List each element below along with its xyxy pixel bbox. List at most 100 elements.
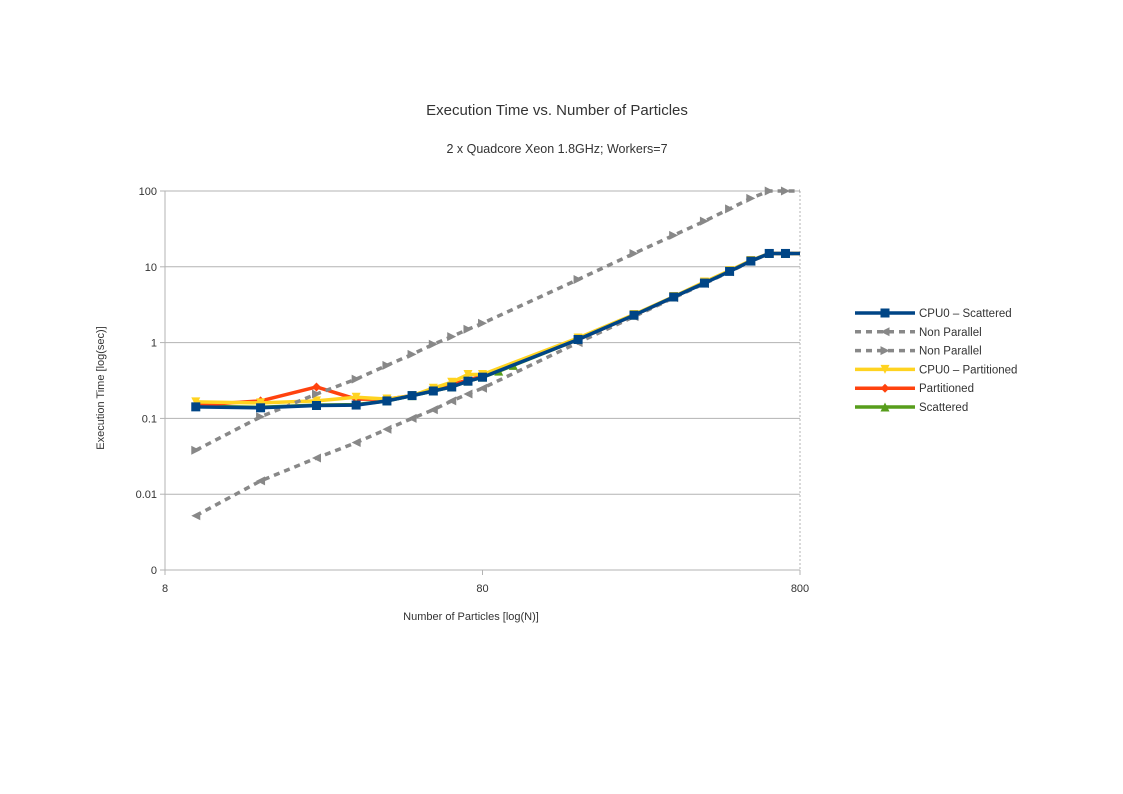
series-layer: [191, 186, 800, 521]
y-tick-label-2: 0.1: [142, 413, 157, 425]
series-4-point-6: [428, 405, 438, 415]
series-2-point-3: [351, 392, 361, 402]
series-4-point-9: [478, 383, 487, 393]
series-5-point-4: [382, 396, 392, 406]
series-5-point-2: [311, 400, 321, 410]
series-5: [191, 248, 800, 413]
y-tick-label-1: 0.01: [136, 489, 157, 501]
series-2-point-2: [311, 396, 321, 406]
series-3-point-1: [256, 412, 266, 422]
series-2-point-7: [447, 377, 457, 387]
series-line-0: [195, 251, 800, 410]
series-3-point-13: [699, 216, 709, 226]
series-3-point-7: [447, 332, 457, 342]
series-5-point-5: [407, 391, 417, 401]
series-5-point-8: [463, 376, 473, 386]
series-5-point-10: [573, 334, 583, 344]
series-line-5: [195, 251, 800, 410]
x-tick-label-2: 800: [791, 583, 809, 595]
series-3-point-15: [746, 193, 756, 203]
legend-swatch-marker-0: [880, 308, 890, 318]
legend-label-5: Scattered: [919, 402, 968, 414]
y-tick-label-4: 10: [145, 262, 157, 274]
series-4-point-7: [447, 396, 457, 406]
legend-item-5: Scattered: [855, 402, 968, 414]
series-4-point-1: [256, 476, 266, 486]
legend-item-1: Non Parallel: [855, 327, 982, 339]
series-3-point-8: [463, 324, 473, 334]
x-tick-label-1: 80: [476, 583, 488, 595]
legend-item-2: Non Parallel: [855, 346, 982, 358]
legend-label-0: CPU0 – Scattered: [919, 308, 1012, 320]
legend-swatch-marker-4: [880, 383, 890, 393]
legend-label-4: Partitioned: [919, 383, 974, 395]
series-3-point-9: [478, 318, 487, 328]
series-3-point-0: [191, 445, 201, 455]
series-4-point-0: [191, 511, 201, 521]
legend-swatch-marker-5: [880, 402, 890, 412]
series-5-point-9: [478, 372, 487, 382]
chart-title: Execution Time vs. Number of Particles: [426, 102, 688, 119]
series-5-point-11: [629, 310, 639, 320]
series-2: [191, 248, 800, 408]
series-3-point-6: [428, 339, 438, 349]
series-4-point-8: [463, 389, 473, 399]
chart-subtitle: 2 x Quadcore Xeon 1.8GHz; Workers=7: [446, 142, 667, 156]
y-axis-label: Execution Time [log(sec)]: [95, 326, 107, 450]
series-3-point-16: [764, 186, 774, 196]
series-1: [191, 248, 800, 410]
series-line-4: [194, 251, 800, 518]
legend-swatch-marker-2: [880, 346, 890, 356]
series-3-point-4: [382, 360, 392, 370]
series-3: [191, 186, 800, 455]
legend-item-3: CPU0 – Partitioned: [855, 364, 1017, 376]
series-5-point-12: [669, 292, 679, 302]
series-5-point-3: [351, 400, 361, 410]
legend-label-2: Non Parallel: [919, 346, 982, 358]
series-5-point-17: [780, 248, 790, 258]
series-3-point-17: [780, 186, 790, 196]
series-2-point-8: [463, 369, 473, 379]
series-5-point-0: [191, 402, 201, 412]
series-3-point-2: [311, 389, 321, 399]
series-5-point-14: [725, 266, 735, 276]
series-2-point-0: [191, 397, 201, 407]
series-3-point-11: [629, 248, 639, 258]
legend-label-1: Non Parallel: [919, 327, 982, 339]
series-5-point-13: [699, 278, 709, 288]
series-5-point-6: [428, 386, 438, 396]
series-0: [191, 248, 800, 412]
series-5-point-7: [447, 382, 457, 392]
y-axis: 0 0.01 0.1 1 10 100: [136, 186, 165, 577]
y-tick-label-0: 0: [151, 565, 157, 577]
legend-swatch-marker-1: [880, 327, 890, 337]
series-1-point-2: [311, 382, 321, 392]
legend-item-4: Partitioned: [855, 383, 974, 395]
series-3-point-3: [351, 374, 361, 384]
x-axis-label: Number of Particles [log(N)]: [403, 611, 539, 623]
series-4-point-4: [382, 424, 392, 434]
series-4-point-3: [351, 438, 361, 448]
y-tick-label-3: 1: [151, 338, 157, 350]
legend-item-0: CPU0 – Scattered: [855, 308, 1012, 320]
legend-label-3: CPU0 – Partitioned: [919, 364, 1017, 376]
series-4-point-2: [311, 453, 321, 463]
x-axis: 8 80 800: [162, 570, 809, 595]
legend: CPU0 – Scattered Non Parallel Non Parallel…: [855, 308, 1017, 414]
series-4: [191, 248, 800, 521]
series-5-point-16: [764, 248, 774, 258]
y-tick-label-5: 100: [139, 186, 157, 198]
series-2-point-1: [256, 398, 266, 408]
series-5-point-1: [256, 403, 266, 413]
series-3-point-5: [407, 349, 417, 359]
series-3-point-14: [725, 204, 735, 214]
legend-swatch-marker-3: [880, 364, 890, 374]
series-3-point-12: [669, 230, 679, 240]
series-4-point-5: [407, 413, 417, 423]
series-3-point-10: [573, 274, 583, 284]
x-tick-label-0: 8: [162, 583, 168, 595]
series-line-3: [194, 189, 800, 452]
series-5-point-15: [746, 256, 756, 266]
